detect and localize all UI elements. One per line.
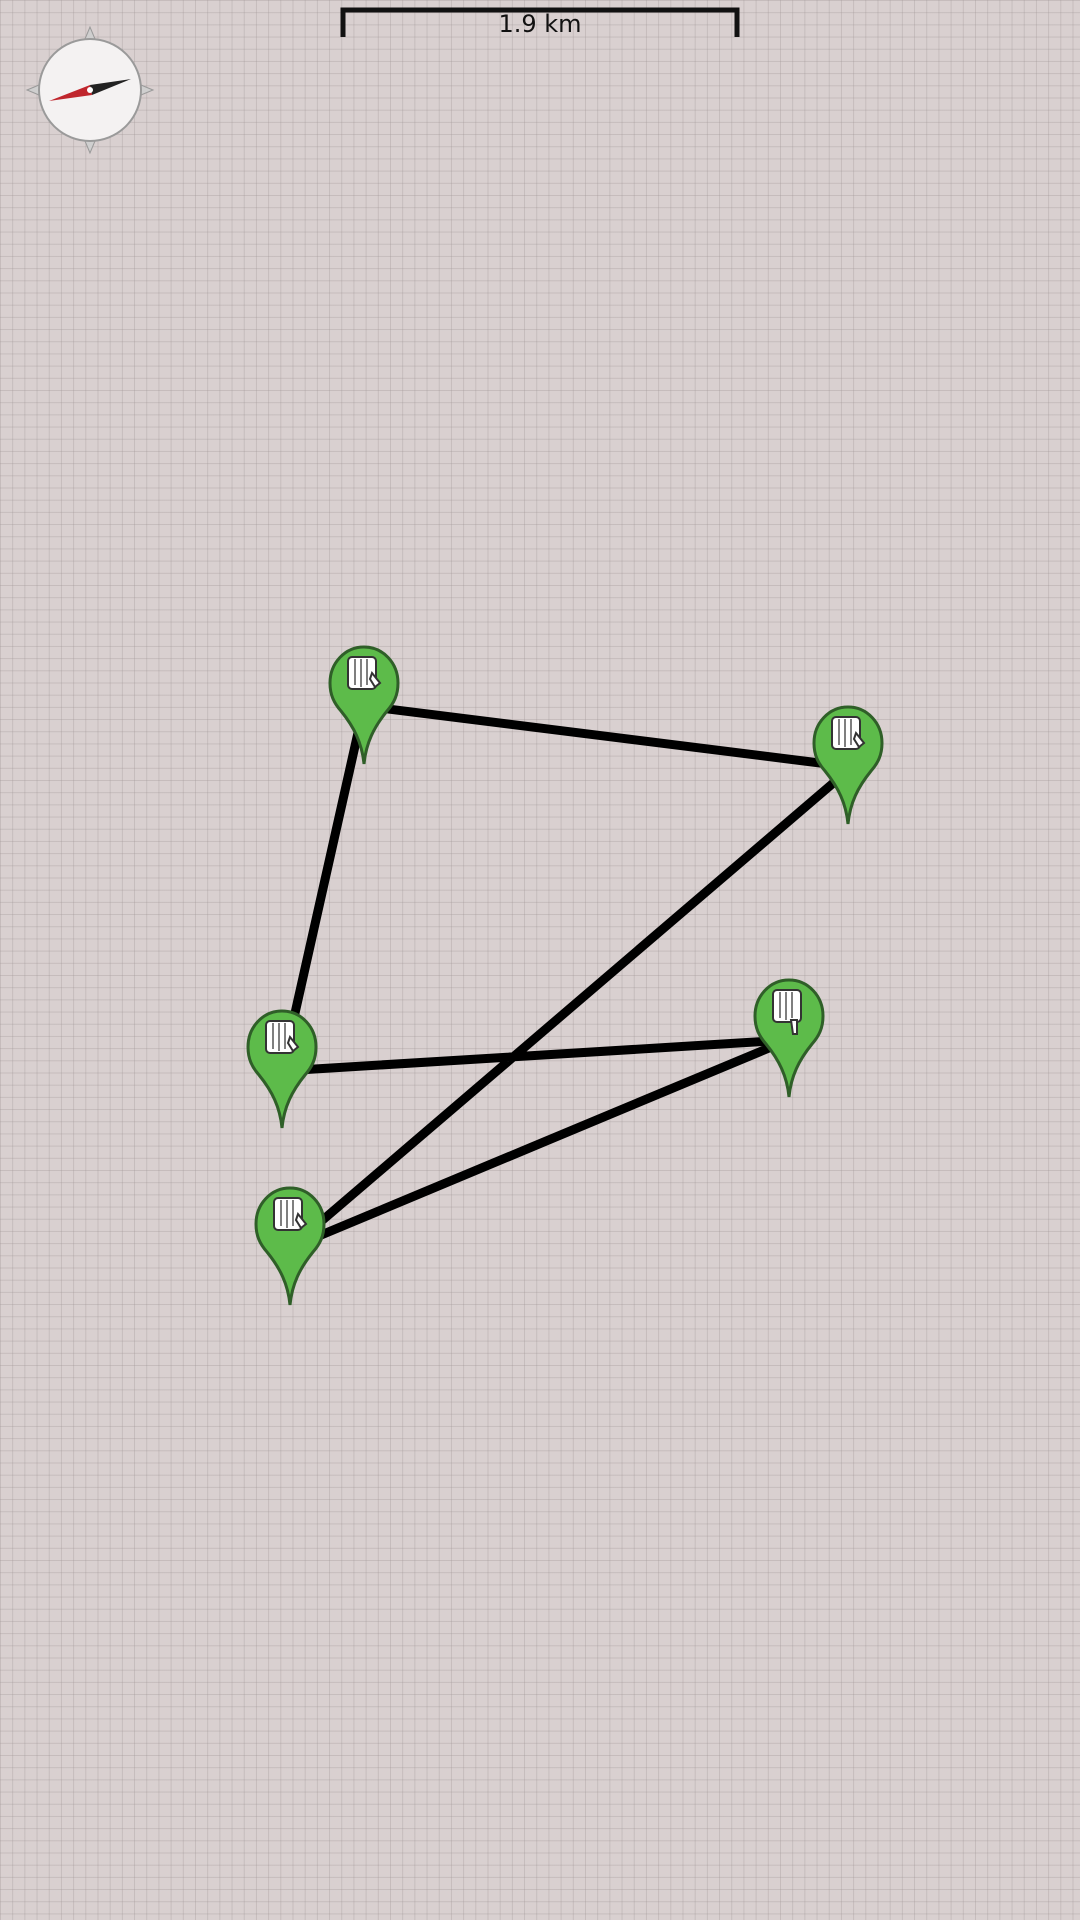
pointing-hand-icon <box>273 1197 308 1231</box>
marker-1[interactable] <box>328 643 400 767</box>
scale-label: 1.9 km <box>498 10 582 38</box>
scale-bar: 1.9 km <box>340 7 740 37</box>
map-pin-icon <box>254 1186 326 1306</box>
marker-2[interactable] <box>812 703 884 827</box>
marker-3[interactable] <box>753 976 825 1100</box>
compass-icon <box>25 25 155 155</box>
pointing-hand-icon <box>772 989 802 1035</box>
marker-5[interactable] <box>254 1184 326 1308</box>
compass-button[interactable] <box>25 25 155 155</box>
map-pin-icon <box>246 1009 318 1129</box>
map-pin-icon <box>812 705 884 825</box>
pointing-hand-icon <box>831 716 866 750</box>
marker-4[interactable] <box>246 1007 318 1131</box>
map-pin-icon <box>328 645 400 765</box>
map-pin-icon <box>753 978 825 1098</box>
pointing-hand-icon <box>265 1020 300 1054</box>
pointing-hand-icon <box>347 656 382 690</box>
scale-bar-ruler <box>340 7 740 37</box>
